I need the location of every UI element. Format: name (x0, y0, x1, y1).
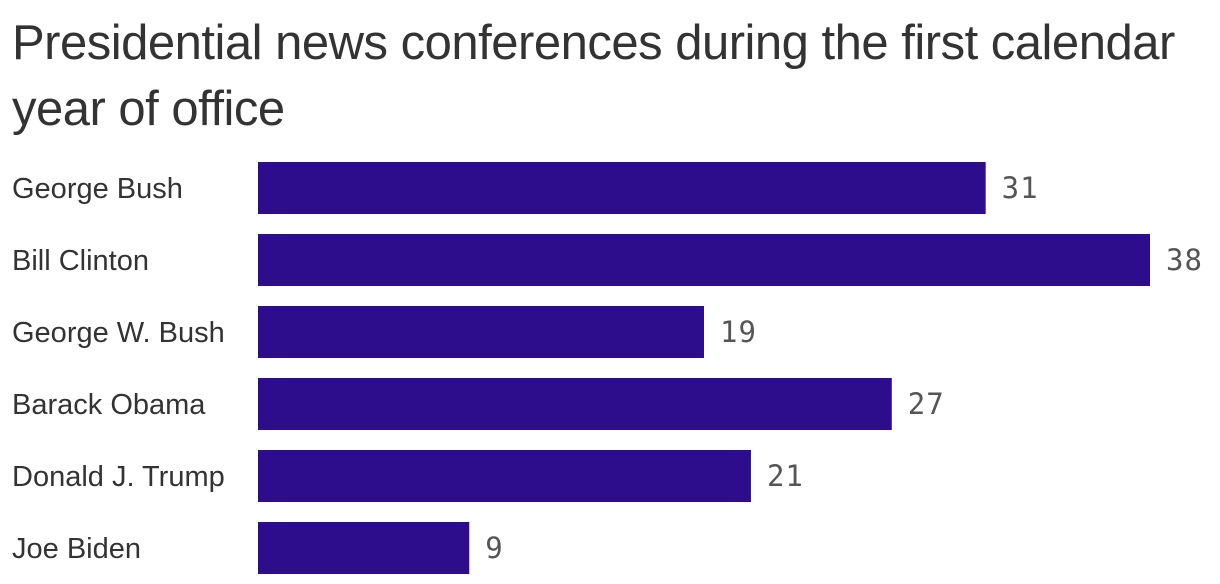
category-label: George Bush (12, 173, 183, 205)
bar (258, 162, 986, 214)
category-label: Barack Obama (12, 389, 206, 421)
bar (258, 306, 704, 358)
value-label: 31 (1002, 171, 1039, 205)
value-label: 19 (720, 315, 757, 349)
category-label: Joe Biden (12, 533, 141, 565)
bar (258, 234, 1150, 286)
bar (258, 522, 470, 574)
chart-title: Presidential news conferences during the… (12, 16, 1175, 136)
category-label: Bill Clinton (12, 245, 149, 277)
bar (258, 378, 892, 430)
bar (258, 450, 751, 502)
value-label: 9 (485, 531, 503, 565)
category-label: George W. Bush (12, 317, 225, 349)
bar-chart: George Bush 31 Bill Clinton 38 George W. Bus… (12, 162, 1203, 574)
value-label: 21 (767, 459, 804, 493)
value-label: 38 (1166, 243, 1203, 277)
value-label: 27 (908, 387, 945, 421)
category-label: Donald J. Trump (12, 461, 225, 493)
